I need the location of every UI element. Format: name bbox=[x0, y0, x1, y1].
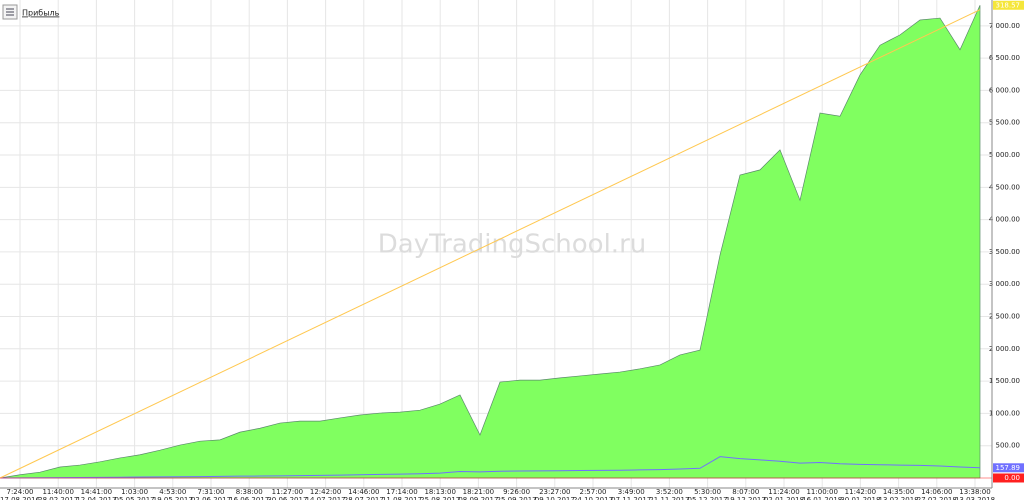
x-tick-time: 8:38:00 bbox=[236, 488, 263, 496]
y-tick-label: 5 500.00 bbox=[989, 119, 1020, 127]
y-tick-label: 3 500.00 bbox=[989, 248, 1020, 256]
x-tick-date: 08.09.2017 bbox=[458, 496, 498, 500]
x-tick-date: 16.01.2018 bbox=[802, 496, 842, 500]
x-tick-date: 25.09.2017 bbox=[497, 496, 537, 500]
x-tick-date: 13.03.2018 bbox=[955, 496, 995, 500]
y-tick-label: 5 000.00 bbox=[989, 151, 1020, 159]
x-tick-date: 12.04.2017 bbox=[76, 496, 116, 500]
x-tick-date: 25.08.2017 bbox=[420, 496, 460, 500]
x-tick-time: 9:26:00 bbox=[503, 488, 530, 496]
x-tick-date: 30.01.2018 bbox=[840, 496, 880, 500]
x-tick-time: 3:49:00 bbox=[618, 488, 645, 496]
x-tick-date: 19.12.2017 bbox=[726, 496, 766, 500]
x-tick-time: 12:42:00 bbox=[310, 488, 341, 496]
x-tick-time: 3:52:00 bbox=[656, 488, 683, 496]
chart-title[interactable]: Прибыль bbox=[22, 9, 60, 18]
x-tick-date: 14.07.2017 bbox=[306, 496, 346, 500]
x-tick-time: 11:27:00 bbox=[272, 488, 303, 496]
menu-icon bbox=[6, 8, 14, 16]
x-tick-time: 11:42:00 bbox=[845, 488, 876, 496]
baseline-badge bbox=[993, 473, 1024, 483]
line bbox=[0, 456, 981, 479]
x-tick-time: 13:38:00 bbox=[959, 488, 990, 496]
y-tick-label: 4 000.00 bbox=[989, 216, 1020, 224]
x-tick-time: 11:24:00 bbox=[768, 488, 799, 496]
value-badge bbox=[993, 0, 1024, 10]
x-tick-time: 14:41:00 bbox=[81, 488, 112, 496]
x-tick-time: 1:03:00 bbox=[121, 488, 148, 496]
x-tick-date: 02.01.2018 bbox=[764, 496, 804, 500]
x-tick-time: 11:40:00 bbox=[42, 488, 73, 496]
x-tick-date: 09.10.2017 bbox=[535, 496, 575, 500]
area bbox=[0, 5, 981, 479]
x-tick-time: 18:21:00 bbox=[463, 488, 494, 496]
x-tick-time: 8:07:00 bbox=[732, 488, 759, 496]
x-tick-date: 05.12.2017 bbox=[688, 496, 728, 500]
y-tick-label: 500.00 bbox=[996, 442, 1021, 450]
x-tick-date: 19.05.2017 bbox=[153, 496, 193, 500]
y-tick-label: 7 000.00 bbox=[989, 22, 1020, 30]
x-tick-time: 7:31:00 bbox=[198, 488, 225, 496]
x-tick-time: 7:24:00 bbox=[7, 488, 34, 496]
x-tick-time: 14:35:00 bbox=[883, 488, 914, 496]
x-tick-date: 27.02.2018 bbox=[917, 496, 957, 500]
x-tick-date: 16.06.2017 bbox=[229, 496, 269, 500]
watermark: DayTradingSchool.ru bbox=[378, 230, 646, 260]
x-tick-time: 11:00:00 bbox=[806, 488, 837, 496]
x-tick-date: 02.06.2017 bbox=[191, 496, 231, 500]
x-tick-date: 21.11.2017 bbox=[649, 496, 689, 500]
x-tick-date: 17.08.2016 bbox=[0, 496, 41, 500]
x-tick-time: 5:30:00 bbox=[694, 488, 721, 496]
value-badge-label: 7 318.57 bbox=[989, 1, 1020, 9]
x-tick-time: 18:13:00 bbox=[424, 488, 455, 496]
x-tick-time: 14:06:00 bbox=[921, 488, 952, 496]
x-tick-date: 05.05.2017 bbox=[115, 496, 155, 500]
y-tick-label: 6 500.00 bbox=[989, 54, 1020, 62]
x-tick-time: 4:53:00 bbox=[159, 488, 186, 496]
y-tick-label: 1 500.00 bbox=[989, 377, 1020, 385]
line bbox=[0, 9, 981, 479]
y-tick-label: 6 000.00 bbox=[989, 86, 1020, 94]
x-tick-date: 13.02.2018 bbox=[879, 496, 919, 500]
x-tick-date: 07.11.2017 bbox=[611, 496, 651, 500]
x-tick-time: 23:27:00 bbox=[539, 488, 570, 496]
value-badge-label: 157.89 bbox=[996, 464, 1021, 472]
x-tick-date: 24.10.2017 bbox=[573, 496, 613, 500]
x-tick-date: 11.08.2017 bbox=[382, 496, 422, 500]
x-tick-date: 30.06.2017 bbox=[267, 496, 307, 500]
value-badge bbox=[993, 463, 1024, 473]
y-tick-label: 2 500.00 bbox=[989, 313, 1020, 321]
y-tick-label: 2 000.00 bbox=[989, 345, 1020, 353]
baseline-badge-label: 0.00 bbox=[1004, 474, 1020, 482]
y-tick-label: 1 000.00 bbox=[989, 409, 1020, 417]
x-tick-date: 28.07.2017 bbox=[344, 496, 384, 500]
x-tick-date: 28.02.2017 bbox=[38, 496, 78, 500]
x-tick-time: 14:46:00 bbox=[348, 488, 379, 496]
x-tick-time: 17:14:00 bbox=[386, 488, 417, 496]
y-tick-label: 3 000.00 bbox=[989, 280, 1020, 288]
y-tick-label: 4 500.00 bbox=[989, 183, 1020, 191]
x-tick-time: 2:57:00 bbox=[580, 488, 607, 496]
